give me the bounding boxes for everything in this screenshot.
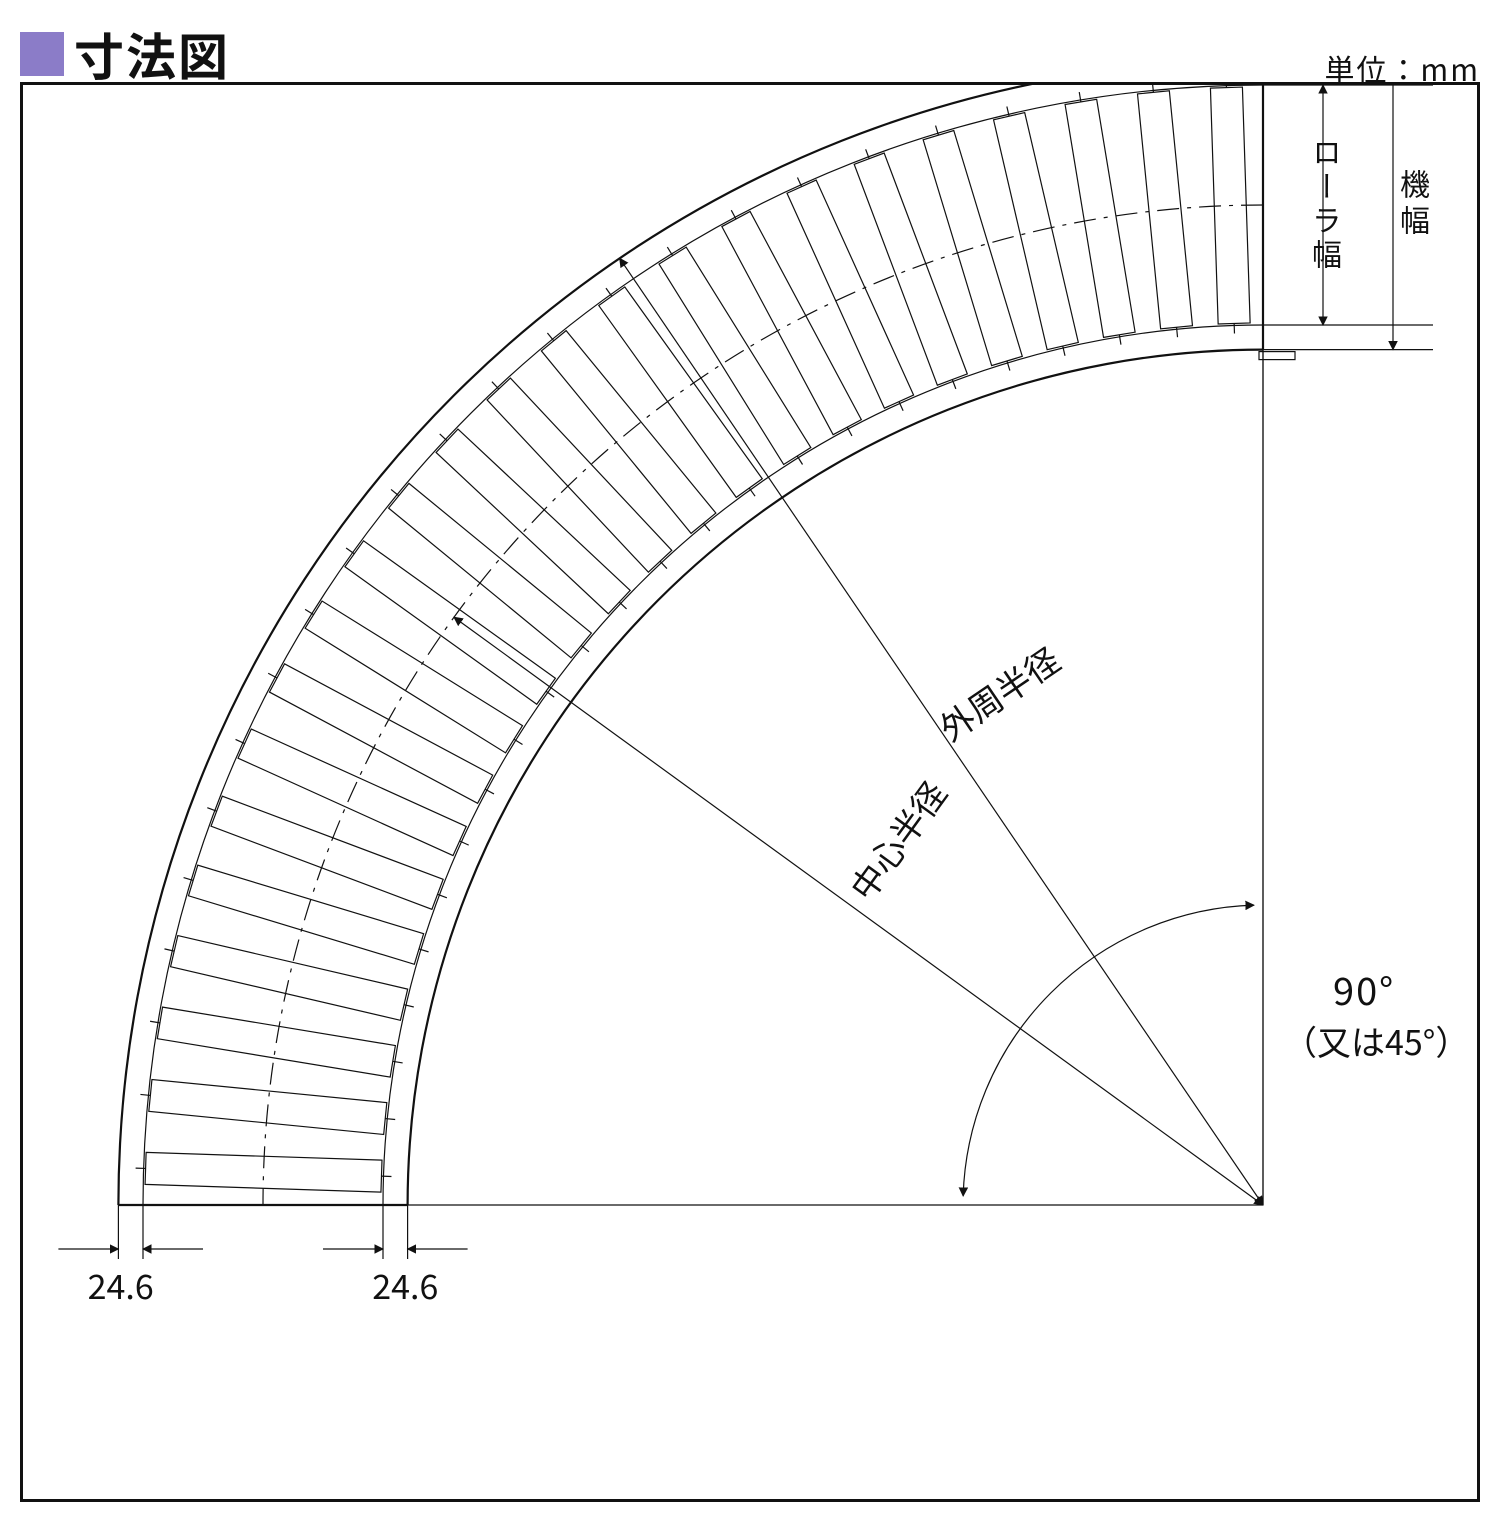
title-left: 寸法図 [20,18,230,90]
roller-pin [547,333,553,341]
outer-flange-arc [118,85,1263,1205]
roller-pin [797,456,802,464]
inner-flange-arc [408,350,1263,1205]
machine-width-label: 機幅 [1393,169,1437,241]
page-title: 寸法図 [74,18,230,90]
angle-arc [963,905,1254,1196]
outer-radius-label: 外周半径 [929,634,1069,751]
roller [345,541,555,704]
dim-24-right-label: 24.6 [372,1260,438,1309]
roller-pin [546,691,554,697]
roller [269,664,492,803]
roller [1065,99,1135,337]
title-bullet-icon [20,32,64,76]
roller-pin [440,434,447,441]
roller-pin [391,489,399,495]
roller-pin [1152,85,1153,92]
center-radius-dim [454,617,1263,1205]
dim-24-left-label: 24.6 [88,1260,154,1309]
mount-tab [1259,352,1295,360]
roller-pin [749,488,755,496]
roller [722,211,861,434]
inner-rail-arc [383,325,1263,1205]
roller-width-label: ローラ幅 [1305,137,1349,273]
roller-pin [581,645,589,651]
roller-pin [703,523,709,531]
roller-pin [514,739,522,744]
outer-radius-dim [620,258,1263,1205]
centerline-arc [263,205,1263,1205]
drawing-frame: 外周半径中心半径 90°（又は45°） ローラ幅機幅 24.6 24.6 [20,82,1480,1502]
angle-primary-label: 90° [1333,961,1395,1016]
roller [211,796,443,909]
roller [171,936,408,1021]
angle-secondary-label: （又は45°） [1283,1016,1469,1065]
center-radius-label: 中心半径 [837,770,957,909]
outer-rail-arc [143,85,1263,1205]
roller [854,153,967,385]
roller-pin [660,561,667,568]
roller-pin [619,602,626,609]
title-row: 寸法図 単位：mm [20,18,1480,90]
roller-pin [492,382,499,389]
drawing-svg: 外周半径中心半径 90°（又は45°） ローラ幅機幅 24.6 24.6 [23,85,1477,1502]
